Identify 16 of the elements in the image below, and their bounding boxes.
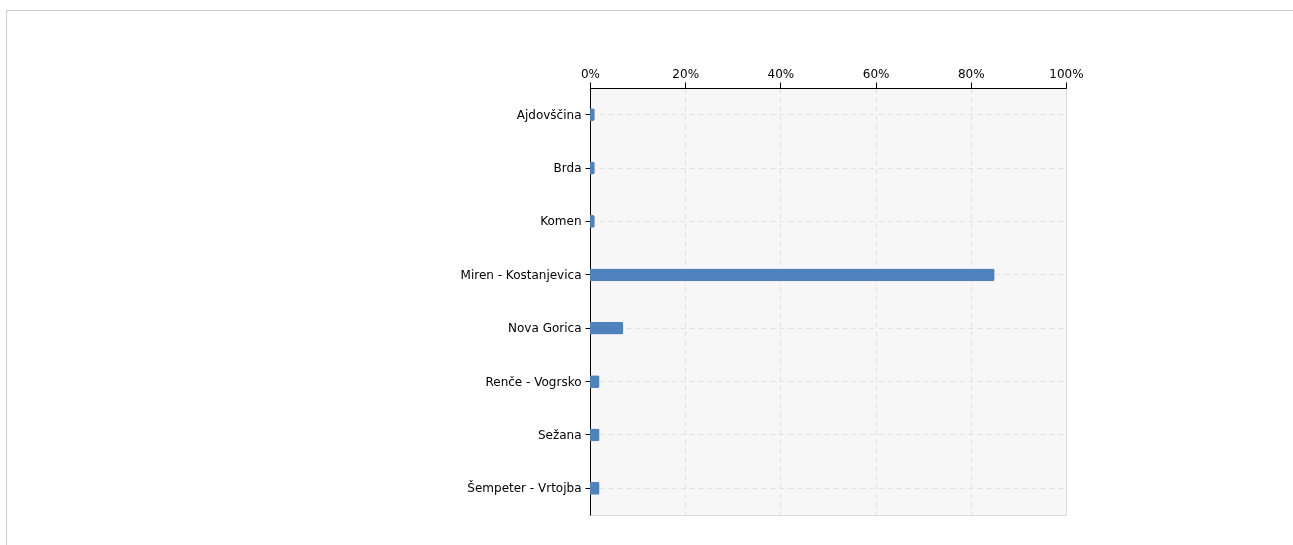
y-tick-label: Renče - Vogrsko — [485, 374, 582, 389]
bar — [590, 321, 624, 335]
x-tick-label: 80% — [957, 66, 985, 81]
bar — [590, 268, 995, 282]
x-tick-label: 100% — [1049, 66, 1084, 81]
y-tick-label: Komen — [540, 214, 582, 229]
y-tick-label: Miren - Kostanjevica — [460, 267, 582, 282]
x-tick-label: 40% — [767, 66, 795, 81]
y-tick-label: Brda — [553, 161, 582, 176]
y-tick-label: Sežana — [537, 427, 582, 442]
y-tick-label: Nova Gorica — [508, 321, 582, 336]
x-tick-label: 0% — [580, 66, 601, 81]
y-tick-label: Šempeter - Vrtojba — [467, 480, 582, 496]
y-tick-label: Ajdovščina — [516, 107, 582, 122]
x-tick-label: 60% — [862, 66, 890, 81]
x-tick-label: 20% — [672, 66, 700, 81]
